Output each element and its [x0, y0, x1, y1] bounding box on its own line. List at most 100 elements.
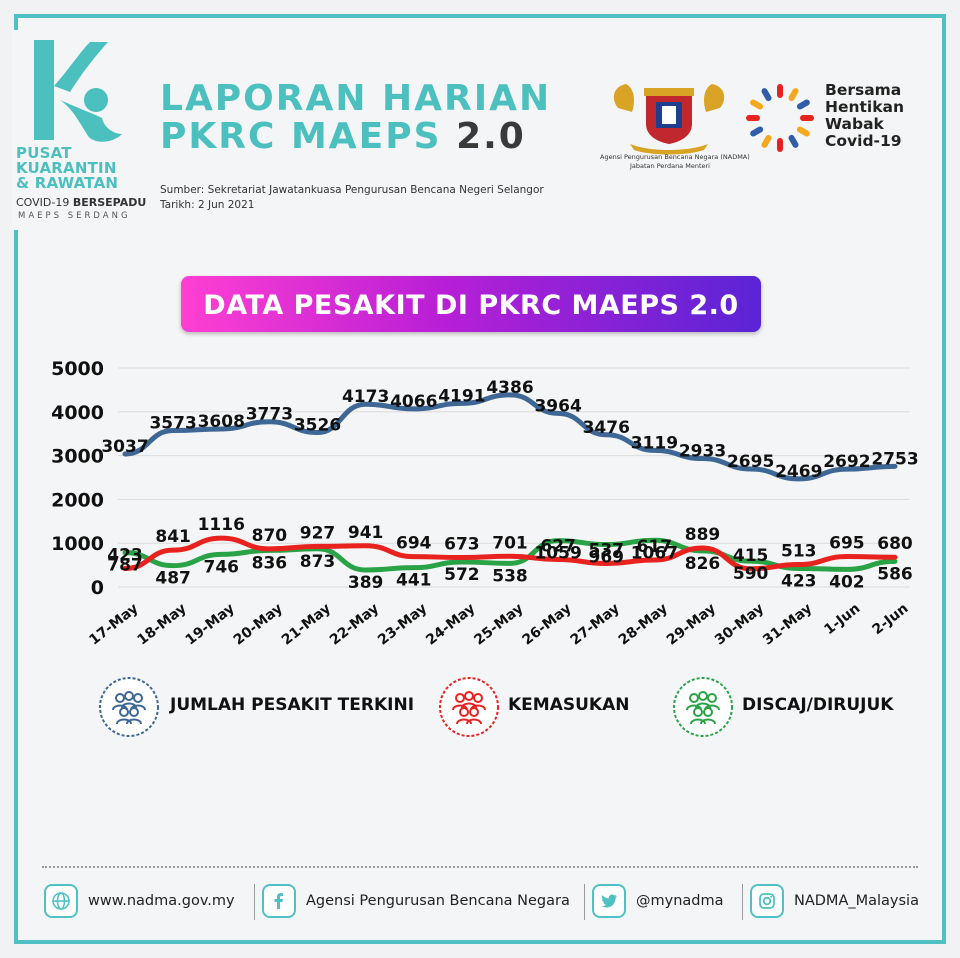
legend-label-kemasukan: KEMASUKAN [508, 695, 630, 715]
data-label: 1067 [631, 543, 678, 563]
instagram-handle[interactable]: NADMA_Malaysia [794, 893, 919, 909]
y-tick-label: 4000 [51, 402, 104, 424]
data-label: 4066 [390, 392, 437, 412]
facebook-icon [262, 884, 296, 918]
data-label: 586 [877, 564, 913, 584]
bersama-line-1: Bersama [825, 81, 902, 99]
nadma-crest-logo [613, 84, 725, 155]
globe-icon [44, 884, 78, 918]
chart-banner: DATA PESAKIT DI PKRC MAEPS 2.0 [181, 276, 761, 332]
data-label: 2933 [679, 442, 726, 462]
legend-label-jumlah: JUMLAH PESAKIT TERKINI [170, 695, 415, 715]
x-tick-label: 17-May [86, 601, 141, 649]
logo-text-maeps: MAEPS SERDANG [18, 211, 131, 221]
data-label: 870 [252, 526, 288, 546]
footer-separator [254, 884, 255, 920]
data-label: 590 [733, 564, 769, 584]
x-tick-label: 1-Jun [821, 601, 863, 639]
data-label: 513 [781, 542, 817, 562]
data-label: 695 [829, 534, 865, 554]
x-tick-label: 18-May [135, 601, 190, 649]
data-label: 3964 [534, 396, 581, 416]
data-label: 415 [733, 546, 769, 566]
logo-text-kuarantin: KUARANTIN [16, 159, 117, 177]
facebook-link[interactable]: Agensi Pengurusan Bencana Negara [306, 893, 570, 909]
x-tick-label: 22-May [327, 601, 382, 649]
people-group-icon-red [439, 677, 499, 737]
logo-text-rawatan: & RAWATAN [16, 174, 119, 192]
page-title-line2: PKRC MAEPS 2.0 [160, 116, 526, 157]
data-label: 572 [444, 565, 480, 585]
data-label: 3573 [149, 414, 196, 434]
data-label: 4173 [342, 387, 389, 407]
data-label: 3526 [294, 416, 341, 436]
x-tick-label: 27-May [568, 601, 623, 649]
y-tick-label: 2000 [51, 489, 104, 511]
data-label: 694 [396, 534, 432, 554]
jpm-caption: Jabatan Perdana Menteri [629, 162, 710, 170]
date-text: Tarikh: 2 Jun 2021 [160, 199, 255, 211]
data-label: 423 [781, 571, 817, 591]
data-label: 836 [252, 553, 288, 573]
data-label: 441 [396, 571, 432, 591]
data-label: 423 [107, 545, 143, 565]
data-label: 2695 [727, 452, 774, 472]
series-line [122, 392, 898, 482]
data-label: 627 [540, 537, 576, 557]
data-label: 3773 [246, 405, 293, 425]
series-line [122, 535, 898, 572]
logo-text-covid-b: BERSEPADU [72, 196, 147, 209]
data-label: 787 [107, 556, 143, 576]
data-label: 3119 [631, 433, 678, 453]
data-label: 3037 [101, 437, 148, 457]
data-label: 537 [589, 540, 625, 560]
x-tick-label: 26-May [520, 601, 575, 649]
data-label: 3608 [198, 412, 245, 432]
data-label: 889 [685, 525, 721, 545]
bersama-line-4: Covid-19 [825, 132, 902, 150]
data-label: 2469 [775, 462, 822, 482]
bersama-hentikan-logo [746, 84, 814, 152]
data-label: 701 [492, 533, 528, 553]
website-link[interactable]: www.nadma.gov.my [88, 893, 235, 909]
data-label: 3476 [583, 418, 630, 438]
data-label: 673 [444, 535, 480, 555]
data-label: 2753 [871, 449, 918, 469]
data-label: 4191 [438, 386, 485, 406]
data-label: 538 [492, 566, 528, 586]
twitter-handle[interactable]: @mynadma [636, 893, 724, 909]
x-tick-label: 23-May [375, 601, 430, 649]
page-title-pkrc: PKRC MAEPS [160, 116, 457, 157]
x-tick-label: 29-May [664, 601, 719, 649]
y-tick-label: 0 [91, 577, 104, 599]
chart-banner-text: DATA PESAKIT DI PKRC MAEPS 2.0 [203, 290, 739, 321]
page-title-version: 2.0 [456, 116, 526, 157]
data-label: 927 [300, 523, 336, 543]
data-label: 746 [204, 557, 240, 577]
x-tick-label: 30-May [712, 601, 767, 649]
logo-text-covid-a: COVID-19 [16, 196, 73, 209]
legend-label-discaj: DISCAJ/DIRUJUK [742, 695, 894, 715]
bersama-line-2: Hentikan [825, 98, 905, 116]
data-label: 617 [637, 537, 673, 557]
source-text: Sumber: Sekretariat Jawatankuasa Penguru… [160, 184, 544, 196]
y-tick-label: 3000 [51, 446, 104, 468]
footer-separator [584, 884, 585, 920]
logo-text-pusat: PUSAT [16, 144, 72, 162]
instagram-icon [750, 884, 784, 918]
footer-divider [42, 866, 918, 868]
page-title-line1: LAPORAN HARIAN [160, 78, 552, 119]
x-tick-label: 28-May [616, 601, 671, 649]
bersama-line-3: Wabak [825, 115, 884, 133]
x-tick-label: 24-May [423, 601, 478, 649]
data-label: 969 [589, 548, 625, 568]
pkrc-k-logo-mark [34, 40, 122, 142]
x-tick-label: 19-May [183, 601, 238, 649]
bersama-hentikan-text: Bersama Hentikan Wabak Covid-19 [825, 82, 904, 150]
data-label: 873 [300, 552, 336, 572]
data-label: 1116 [198, 515, 245, 535]
data-label: 389 [348, 573, 384, 593]
series-line [122, 537, 898, 573]
data-label: 1059 [534, 544, 581, 564]
